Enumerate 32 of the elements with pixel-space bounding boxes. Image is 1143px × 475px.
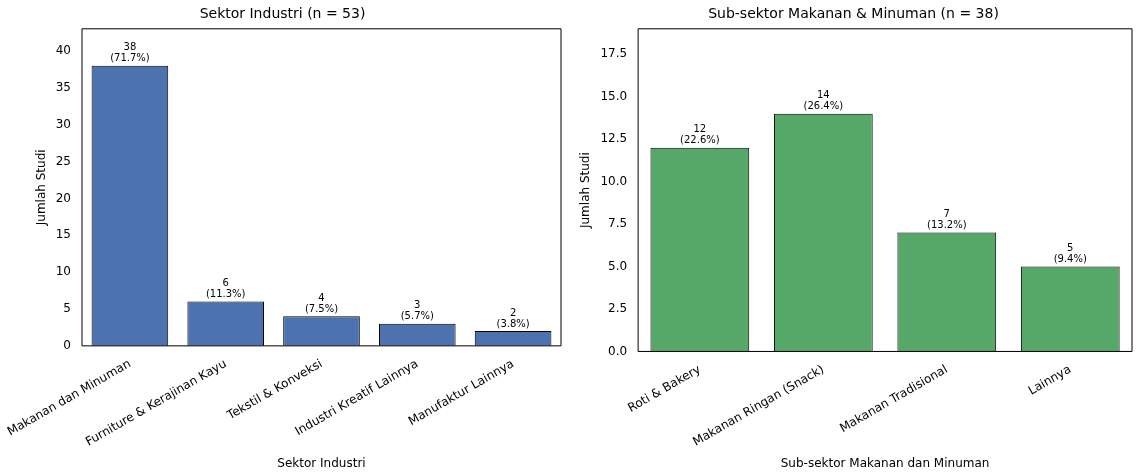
y-tick-label: 15 — [55, 227, 72, 242]
y-axis-title: Jumlah Studi — [33, 149, 48, 227]
y-tick-label: 17.5 — [600, 46, 628, 61]
y-tick-label: 15.0 — [600, 88, 628, 103]
y-tick-label: 0.0 — [608, 343, 628, 358]
data-label: 38 (71.7%) — [110, 41, 150, 64]
y-tick-label: 40 — [55, 43, 72, 58]
data-label: 12 (22.6%) — [680, 123, 720, 146]
y-tick-label: 7.5 — [608, 216, 628, 231]
y-tick-label: 10 — [55, 264, 72, 279]
chart-title: Sub-sektor Makanan & Minuman (n = 38) — [708, 5, 999, 22]
data-label: 6 (11.3%) — [205, 277, 246, 300]
y-tick-label: 0 — [63, 337, 72, 352]
chart-title: Sektor Industri (n = 53) — [199, 5, 366, 22]
x-axis-title: Sektor Industri — [277, 455, 366, 470]
y-tick-label: 5 — [63, 301, 72, 316]
y-tick-label: 30 — [55, 116, 72, 131]
y-tick-label: 2.5 — [608, 301, 628, 316]
data-label: 7 (13.2%) — [927, 208, 967, 231]
y-tick-label: 25 — [55, 153, 72, 168]
data-label: 3 (5.7%) — [400, 299, 434, 322]
y-tick-label: 10.0 — [600, 173, 628, 188]
y-tick-label: 20 — [55, 190, 72, 205]
data-label: 5 (9.4%) — [1053, 242, 1087, 265]
y-axis-title: Jumlah Studi — [578, 152, 593, 230]
y-tick-label: 5.0 — [608, 258, 628, 273]
data-label: 14 (26.4%) — [803, 89, 844, 112]
x-axis-title: Sub-sektor Makanan dan Minuman — [780, 455, 990, 470]
y-tick-label: 35 — [55, 79, 72, 94]
data-label: 4 (7.5%) — [304, 291, 339, 314]
data-label: 2 (3.8%) — [496, 306, 530, 329]
y-tick-label: 12.5 — [600, 131, 628, 146]
